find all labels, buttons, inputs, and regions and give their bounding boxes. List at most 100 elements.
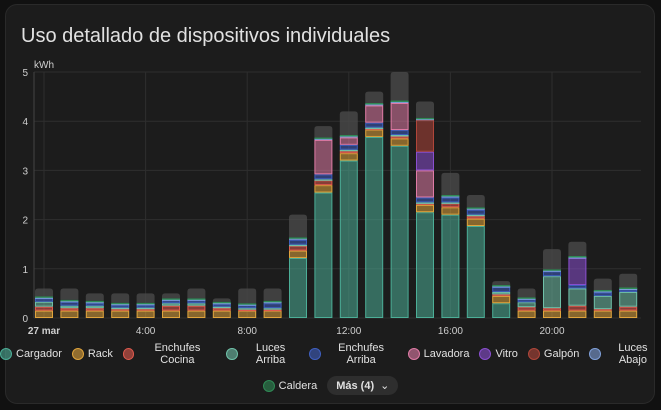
bar-segment-caldera [212,301,231,304]
bar-segment-rack [162,310,180,318]
bar-segment-luces-abajo [390,101,409,104]
legend-label: Enchufes Arriba [338,342,385,366]
bar-segment-rack [466,218,485,226]
legend-item-caldera[interactable]: Caldera [262,379,317,392]
legend-label: Vitro [495,348,518,360]
bar-segment-rack [314,185,333,193]
more-legend-button[interactable]: Más (4) ⌄ [327,376,399,395]
legend-item-luces-abajo[interactable]: Luces Abajo [589,342,661,366]
legend-item-luces-arriba[interactable]: Luces Arriba [226,342,299,366]
legend-label: Lavadora [423,348,470,360]
bar-segment-rack [390,138,409,146]
legend-item-enchufes-arriba[interactable]: Enchufes Arriba [309,342,397,366]
bar-segment-caldera [466,207,485,209]
bar-segment-caldera [593,289,612,292]
bar-segment-luces-abajo [289,238,307,240]
bar-segment-enchufes-arriba [390,130,409,135]
bar-segment-other [238,288,257,304]
bar-segment-caldera [263,300,282,303]
legend-color-dot [0,348,12,360]
bar-segment-enchufes-cocina [390,135,409,139]
bar-segment-enchufes-cocina [136,309,155,311]
bar-segment-enchufes-cocina [212,308,231,311]
bar-segment-caldera [314,137,333,139]
legend-item-cargador[interactable]: Cargador [0,348,62,360]
bar-segment-other [136,293,155,303]
bar-segment-luces-abajo [314,138,333,140]
bar-segment-cargador [390,145,409,318]
bar-segment-enchufes-arriba [619,289,638,292]
bar-segment-rack [111,310,130,318]
bar-segment-other [492,281,511,286]
bar-segment-caldera [492,285,511,287]
bar-segment-caldera [35,296,53,298]
bar-segment-enchufes-arriba [85,302,104,306]
stacked-bar-chart: 0 1 2 3 4 5 kWh 27 mar 4:00 8:00 12:00 16:00 20:00 [22,60,641,337]
bar-segment-caldera [85,300,104,303]
bar-segment-luces-abajo [60,300,79,303]
bar-segment-luces-abajo [238,304,257,306]
bar-segment-cargador [466,225,485,318]
bar-segment-rack [85,310,104,318]
bar-segment-enchufes-cocina [619,306,638,311]
bar-segment-caldera [187,298,206,300]
bar-segment-galpón [416,119,434,152]
y-tick-label: 2 [22,216,28,227]
bar-segment-luces-abajo [35,297,53,299]
bar-segment-enchufes-arriba [593,292,612,296]
bar-segment-vitro [416,151,434,171]
bar-segment-enchufes-arriba [568,285,587,289]
legend-label: Enchufes Cocina [154,342,201,366]
bar-segment-luces-abajo [263,301,282,304]
bar-segment-enchufes-arriba [365,122,384,128]
bar-segment-luces-arriba [593,295,612,310]
legend-item-galpón[interactable]: Galpón [527,348,580,360]
legend-label: Galpón [543,348,580,360]
bar-segment-luces-arriba [466,214,485,217]
bar-segment-enchufes-cocina [60,308,79,311]
bar-segment-enchufes-arriba [492,287,511,292]
x-tick-label: 20:00 [539,326,564,337]
bar-segment-rack [441,207,460,215]
bar-segment-other [60,288,79,300]
bar-segment-enchufes-cocina [466,216,485,219]
bar-segment-enchufes-arriba [543,271,561,277]
bar-segment-other [85,293,104,301]
bar-segment-enchufes-arriba [136,304,155,308]
bar-segment-enchufes-cocina [35,306,53,311]
legend-color-dot [226,348,238,360]
bar-segment-rack [187,310,206,318]
bar-segment-other [263,288,282,301]
legend-item-enchufes-cocina[interactable]: Enchufes Cocina [122,342,217,366]
bar-segment-caldera [339,134,358,137]
bar-segment-lavadora [339,137,358,145]
bar-segment-cargador [441,214,460,318]
legend-color-dot [71,348,84,360]
bar-segment-rack [136,310,155,318]
bar-segment-caldera [60,299,79,302]
legend-item-vitro[interactable]: Vitro [479,348,518,360]
bar-segment-enchufes-cocina [339,150,358,154]
bar-segment-enchufes-cocina [289,245,307,251]
bar-segment-other [543,249,561,270]
chevron-down-icon: ⌄ [380,380,390,392]
bar-segment-luces-abajo [593,290,612,293]
bar-segment-enchufes-arriba [60,301,79,306]
bar-segment-caldera [619,287,638,289]
bar-segment-enchufes-arriba [162,300,180,304]
bar-segment-luces-arriba [517,302,536,308]
bar-segment-luces-arriba [314,179,333,181]
bar-segment-caldera [543,269,561,271]
bar-segment-other [365,91,384,103]
bar-segment-cargador [492,303,511,318]
energy-devices-detail-card: Uso detallado de dispositivos individual… [5,4,655,404]
legend-label: Cargador [16,348,62,360]
bar-segment-rack [35,310,53,318]
bar-segment-enchufes-arriba [289,239,307,245]
legend-item-lavadora[interactable]: Lavadora [407,348,470,360]
bar-segment-luces-arriba [162,303,180,306]
legend-item-rack[interactable]: Rack [71,348,113,360]
legend-label: Luces Arriba [255,342,286,366]
legend-color-dot [262,379,275,392]
bar-segment-rack [289,250,307,258]
